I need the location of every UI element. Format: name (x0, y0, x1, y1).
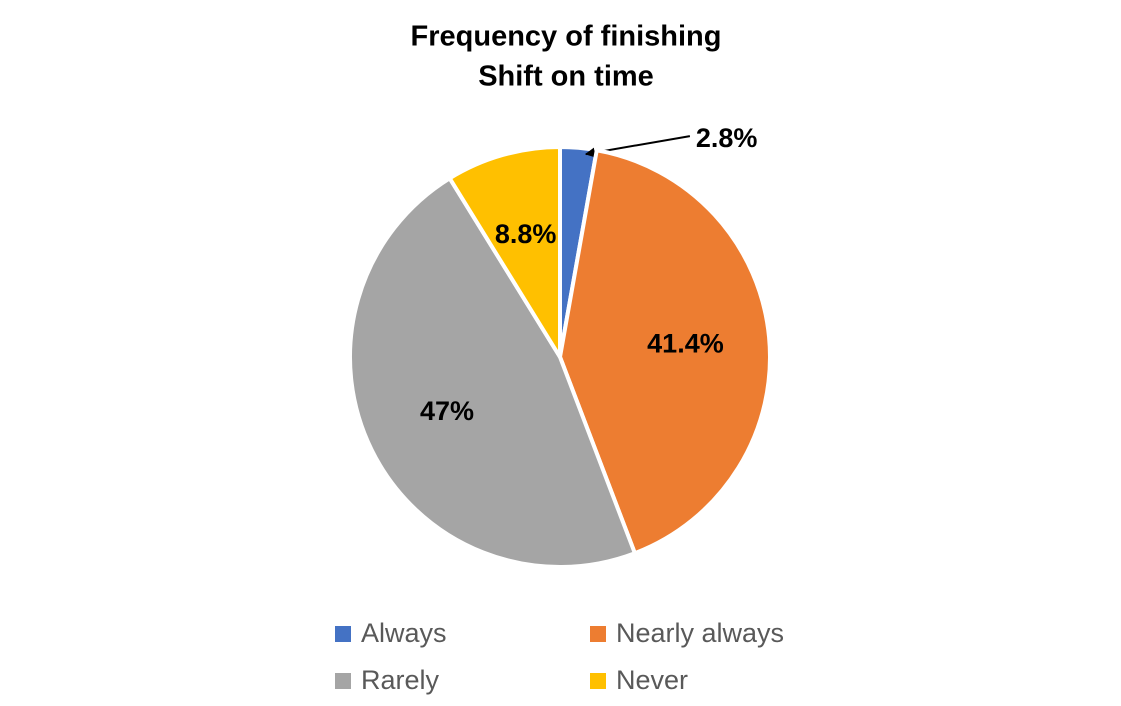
value-label: 8.8% (495, 219, 557, 249)
pie-slice (558, 148, 772, 556)
pie-slice (447, 145, 562, 359)
value-label: 2.8% (696, 123, 758, 153)
legend-label: Always (361, 618, 447, 648)
legend-label: Nearly always (616, 618, 784, 648)
value-label: 41.4% (647, 328, 724, 358)
legend-label: Rarely (361, 665, 440, 695)
legend-swatch (335, 673, 351, 689)
chart-title: Shift on time (478, 61, 654, 93)
pie-slice (348, 176, 637, 569)
legend-label: Never (616, 665, 688, 695)
legend-swatch (335, 626, 351, 642)
value-label: 47% (420, 396, 474, 426)
legend-swatch (590, 673, 606, 689)
legend-swatch (590, 626, 606, 642)
chart-title: Frequency of finishing (411, 21, 722, 53)
